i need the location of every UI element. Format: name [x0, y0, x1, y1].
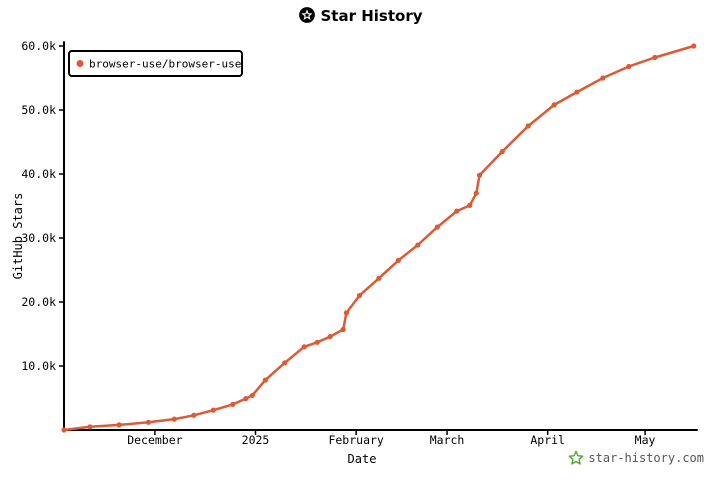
y-tick-label: 50.0k [21, 103, 56, 117]
y-tick-label: 20.0k [21, 295, 56, 309]
series-point [116, 422, 122, 428]
series-point [600, 75, 606, 81]
series-point [249, 392, 255, 399]
y-axis-title: GitHub Stars [11, 193, 25, 280]
series-line [62, 44, 696, 432]
series-point [301, 344, 307, 350]
y-tick-label: 40.0k [21, 167, 56, 181]
x-tick-label: April [530, 433, 565, 447]
series-point [626, 63, 632, 70]
series-point [210, 407, 216, 413]
series-point [691, 43, 697, 49]
series-point [574, 89, 580, 95]
star-history-logo-icon [298, 7, 315, 23]
series-point [499, 149, 505, 155]
y-tick-label: 60.0k [21, 39, 56, 53]
x-tick-label: 2025 [242, 433, 270, 447]
series-point [454, 208, 460, 214]
series-point [61, 427, 67, 433]
series-point [551, 102, 557, 108]
x-axis-ticks: December 2025 February March April May [127, 430, 656, 447]
x-tick-label: March [430, 433, 465, 447]
x-axis-title: Date [348, 452, 377, 466]
series-point [262, 377, 268, 383]
series-point [314, 339, 320, 345]
series-point [356, 293, 362, 299]
series-point [434, 224, 440, 230]
legend-swatch [76, 60, 84, 67]
series-point [395, 257, 401, 263]
chart-title-text: Star History [320, 7, 423, 25]
series-point [87, 424, 93, 430]
series-point [415, 242, 421, 248]
y-tick-label: 30.0k [21, 231, 56, 245]
y-axis-ticks: 10.0k 20.0k 30.0k 40.0k 50.0k 60.0k [21, 39, 64, 373]
series-point [230, 401, 236, 407]
series-point [145, 419, 151, 425]
y-tick-label: 10.0k [21, 359, 56, 373]
x-tick-label: May [635, 433, 656, 447]
legend-box [68, 50, 243, 77]
star-icon [569, 450, 584, 465]
series-point [473, 190, 479, 196]
watermark[interactable]: star-history.com [568, 450, 704, 466]
axes-lines [63, 41, 698, 431]
series-point [525, 123, 531, 129]
series-point [376, 275, 382, 281]
series-point [191, 412, 197, 418]
series-point [282, 360, 288, 366]
x-tick-label: February [328, 433, 383, 447]
legend-label: browser-use/browser-use [89, 58, 241, 71]
series-point [243, 396, 249, 402]
series-point [652, 54, 658, 61]
watermark-text: star-history.com [588, 451, 704, 465]
series-point [340, 326, 346, 333]
series-point [467, 202, 473, 208]
chart-title: Star History [0, 6, 720, 25]
legend: browser-use/browser-use [68, 50, 243, 77]
series-points [61, 43, 697, 433]
series-point [476, 172, 483, 178]
series-point [343, 310, 350, 316]
x-tick-label: December [127, 433, 182, 447]
series-point [171, 416, 177, 422]
series-point [327, 333, 333, 340]
